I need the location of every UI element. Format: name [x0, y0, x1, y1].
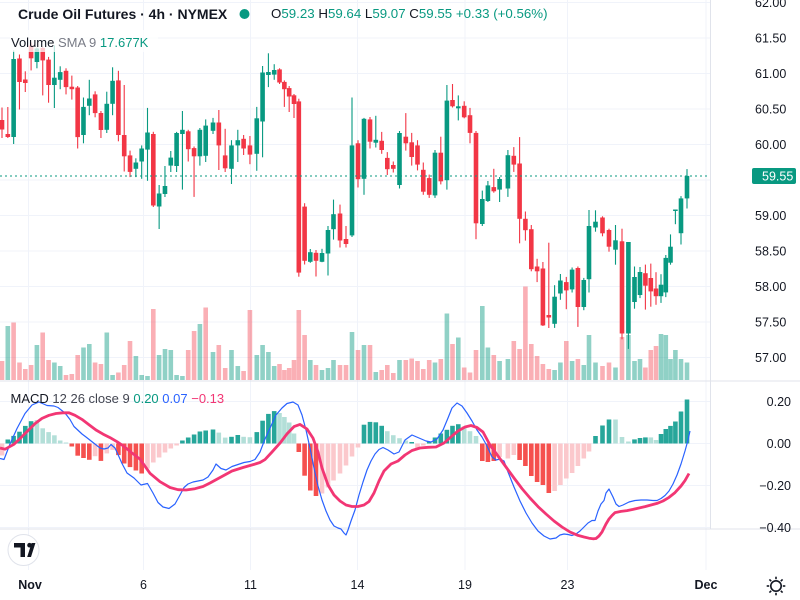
svg-text:11: 11: [244, 578, 257, 592]
svg-text:59.55: 59.55: [762, 170, 793, 184]
svg-text:23: 23: [561, 578, 575, 592]
svg-text:−0.20: −0.20: [759, 479, 791, 493]
svg-text:58.00: 58.00: [755, 280, 786, 294]
svg-text:61.00: 61.00: [755, 67, 786, 81]
svg-text:O59.23 H59.64 L59.07 C59.55 +0: O59.23 H59.64 L59.07 C59.55 +0.33 (+0.56…: [271, 6, 548, 21]
svg-text:Crude Oil Futures · 4h · NYMEX: Crude Oil Futures · 4h · NYMEX: [18, 6, 228, 22]
svg-text:−0.40: −0.40: [759, 521, 791, 535]
svg-text:62.00: 62.00: [755, 0, 786, 10]
svg-text:59.00: 59.00: [755, 209, 786, 223]
svg-text:61.50: 61.50: [755, 32, 786, 46]
svg-text:6: 6: [140, 578, 147, 592]
svg-text:14: 14: [351, 578, 365, 592]
svg-text:57.00: 57.00: [755, 351, 786, 365]
svg-text:0.00: 0.00: [767, 437, 791, 451]
svg-text:58.50: 58.50: [755, 245, 786, 259]
svg-text:60.50: 60.50: [755, 103, 786, 117]
svg-text:MACD 12 26 close 9 0.20 0.07: MACD 12 26 close 9 0.20 0.07 −0.13: [11, 391, 225, 406]
svg-text:19: 19: [458, 578, 472, 592]
svg-text:60.00: 60.00: [755, 138, 786, 152]
svg-text:Volume SMA 9 17.677K: Volume SMA 9 17.677K: [11, 35, 149, 50]
svg-text:0.20: 0.20: [767, 395, 791, 409]
svg-text:Dec: Dec: [695, 578, 718, 592]
svg-text:57.50: 57.50: [755, 316, 786, 330]
svg-text:Nov: Nov: [18, 578, 42, 592]
